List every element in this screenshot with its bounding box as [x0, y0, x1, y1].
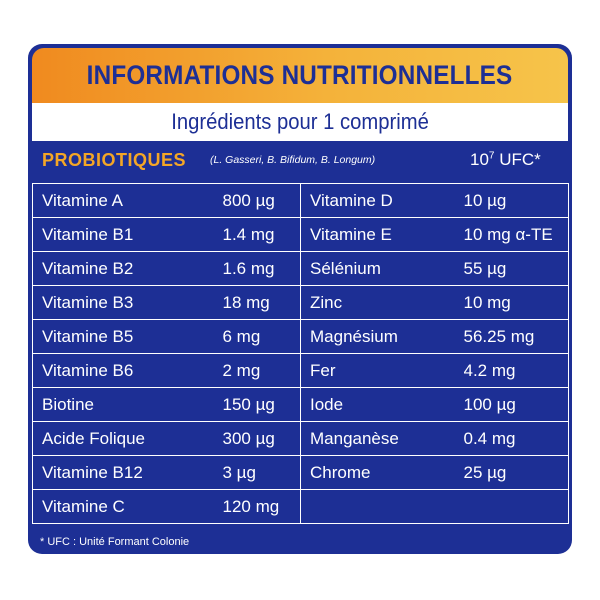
page-title: INFORMATIONS NUTRITIONNELLES	[87, 60, 513, 90]
probiotiques-amount-unit: UFC*	[494, 150, 541, 169]
nutrient-name: Magnésium	[300, 319, 464, 354]
nutrient-value: 150 µg	[222, 387, 301, 422]
nutrient-value: 56.25 mg	[463, 319, 569, 354]
nutrient-value: 800 µg	[222, 183, 301, 218]
page-subtitle: Ingrédients pour 1 comprimé	[171, 109, 429, 134]
probiotiques-row: PROBIOTIQUES (L. Gasseri, B. Bifidum, B.…	[32, 141, 568, 183]
table-row: Vitamine B6 2 mg Fer 4.2 mg	[32, 353, 569, 388]
nutrient-value: 25 µg	[463, 455, 569, 490]
empty-cell	[300, 489, 569, 524]
nutrient-value: 10 µg	[463, 183, 569, 218]
nutrient-table: Vitamine A 800 µg Vitamine D 10 µg Vitamine …	[32, 183, 569, 524]
nutrient-value: 6 mg	[222, 319, 301, 354]
nutrient-name: Zinc	[300, 285, 464, 320]
table-row: Vitamine A 800 µg Vitamine D 10 µg	[32, 183, 569, 218]
nutrient-name: Manganèse	[300, 421, 464, 456]
nutrient-name: Vitamine B1	[32, 217, 223, 252]
nutrient-name: Vitamine E	[300, 217, 464, 252]
nutrient-value: 10 mg α-TE	[463, 217, 569, 252]
table-row: Vitamine C 120 mg	[32, 489, 569, 524]
probiotiques-amount-base: 10	[470, 150, 489, 169]
probiotiques-amount-exponent: 7	[488, 150, 495, 162]
nutrient-value: 120 mg	[222, 489, 301, 524]
probiotiques-strains: (L. Gasseri, B. Bifidum, B. Longum)	[210, 154, 376, 166]
probiotiques-label: PROBIOTIQUES	[42, 150, 187, 170]
nutrient-value: 18 mg	[222, 285, 301, 320]
table-row: Vitamine B1 1.4 mg Vitamine E 10 mg α-TE	[32, 217, 569, 252]
probiotiques-amount: 107 UFC*	[470, 150, 541, 170]
table-row: Vitamine B12 3 µg Chrome 25 µg	[32, 455, 569, 490]
nutrient-name: Acide Folique	[32, 421, 223, 456]
table-row: Biotine 150 µg Iode 100 µg	[32, 387, 569, 422]
footnote: * UFC : Unité Formant Colonie	[40, 536, 190, 548]
nutrient-name: Vitamine C	[32, 489, 223, 524]
nutrient-name: Vitamine B5	[32, 319, 223, 354]
nutrient-name: Chrome	[300, 455, 464, 490]
nutrient-name: Vitamine D	[300, 183, 464, 218]
table-row: Vitamine B2 1.6 mg Sélénium 55 µg	[32, 251, 569, 286]
subtitle-bar: Ingrédients pour 1 comprimé	[32, 103, 568, 141]
nutrient-value: 2 mg	[222, 353, 301, 388]
nutrient-table-body: Vitamine A 800 µg Vitamine D 10 µg Vitamine …	[32, 183, 569, 524]
nutrient-name: Vitamine B12	[32, 455, 223, 490]
title-banner: INFORMATIONS NUTRITIONNELLES	[32, 48, 568, 103]
nutrient-value: 1.4 mg	[222, 217, 301, 252]
nutrient-name: Fer	[300, 353, 464, 388]
table-row: Vitamine B3 18 mg Zinc 10 mg	[32, 285, 569, 320]
nutrient-value: 55 µg	[463, 251, 569, 286]
nutrient-value: 300 µg	[222, 421, 301, 456]
table-row: Acide Folique 300 µg Manganèse 0.4 mg	[32, 421, 569, 456]
nutrient-name: Vitamine A	[32, 183, 223, 218]
nutrient-name: Sélénium	[300, 251, 464, 286]
nutrient-value: 1.6 mg	[222, 251, 301, 286]
nutrient-value: 100 µg	[463, 387, 569, 422]
nutrient-value: 4.2 mg	[463, 353, 569, 388]
table-row: Vitamine B5 6 mg Magnésium 56.25 mg	[32, 319, 569, 354]
nutrient-name: Vitamine B3	[32, 285, 223, 320]
nutrient-name: Biotine	[32, 387, 223, 422]
nutrient-value: 0.4 mg	[463, 421, 569, 456]
nutrient-name: Vitamine B6	[32, 353, 223, 388]
nutrient-name: Iode	[300, 387, 464, 422]
nutrient-name: Vitamine B2	[32, 251, 223, 286]
nutrient-value: 10 mg	[463, 285, 569, 320]
nutrient-value: 3 µg	[222, 455, 301, 490]
